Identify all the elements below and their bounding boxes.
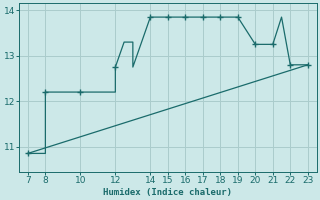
X-axis label: Humidex (Indice chaleur): Humidex (Indice chaleur) bbox=[103, 188, 232, 197]
